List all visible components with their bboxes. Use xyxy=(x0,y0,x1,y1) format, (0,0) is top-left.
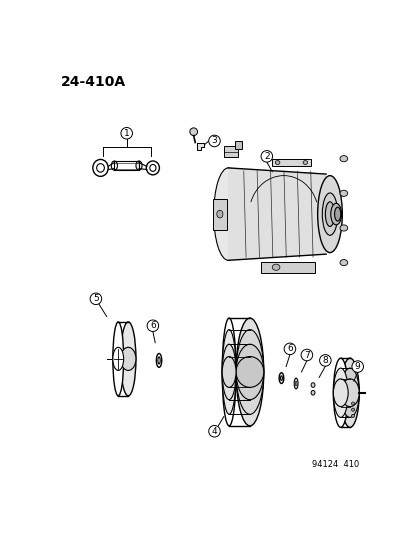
Ellipse shape xyxy=(120,348,135,370)
Ellipse shape xyxy=(339,156,347,161)
Circle shape xyxy=(90,293,102,304)
Ellipse shape xyxy=(310,391,314,395)
Ellipse shape xyxy=(332,379,347,407)
Ellipse shape xyxy=(222,357,235,387)
Ellipse shape xyxy=(317,175,342,253)
Ellipse shape xyxy=(339,225,347,231)
Bar xyxy=(272,159,310,166)
Text: 2: 2 xyxy=(263,152,269,161)
Ellipse shape xyxy=(213,168,242,260)
Ellipse shape xyxy=(310,383,314,387)
Ellipse shape xyxy=(334,207,340,221)
Ellipse shape xyxy=(222,329,235,414)
Ellipse shape xyxy=(216,210,223,218)
Bar xyxy=(224,147,238,157)
Ellipse shape xyxy=(339,190,347,196)
Circle shape xyxy=(208,135,220,147)
Circle shape xyxy=(190,128,197,135)
Ellipse shape xyxy=(235,318,263,426)
Text: 4: 4 xyxy=(211,427,217,436)
Text: 8: 8 xyxy=(322,356,328,365)
Ellipse shape xyxy=(120,322,135,396)
Text: 5: 5 xyxy=(93,294,99,303)
Ellipse shape xyxy=(351,414,354,417)
Ellipse shape xyxy=(340,368,358,417)
Ellipse shape xyxy=(111,161,117,170)
Ellipse shape xyxy=(340,379,358,407)
Text: 7: 7 xyxy=(303,351,309,360)
Bar xyxy=(212,199,226,230)
Ellipse shape xyxy=(302,160,307,165)
Ellipse shape xyxy=(222,318,235,426)
Text: 94124  410: 94124 410 xyxy=(311,460,358,469)
Ellipse shape xyxy=(294,381,296,386)
Ellipse shape xyxy=(340,358,358,427)
Text: 3: 3 xyxy=(211,136,217,146)
Text: 1: 1 xyxy=(123,129,129,138)
Ellipse shape xyxy=(235,344,263,400)
Ellipse shape xyxy=(294,378,297,389)
Ellipse shape xyxy=(222,344,235,400)
Ellipse shape xyxy=(135,161,142,170)
Ellipse shape xyxy=(235,329,263,414)
Ellipse shape xyxy=(275,160,279,165)
Text: 6: 6 xyxy=(150,321,155,330)
Ellipse shape xyxy=(321,193,337,235)
Circle shape xyxy=(300,349,312,361)
Circle shape xyxy=(121,127,132,139)
Ellipse shape xyxy=(113,322,123,396)
Ellipse shape xyxy=(325,202,334,227)
Ellipse shape xyxy=(332,368,347,417)
Ellipse shape xyxy=(235,357,263,387)
Ellipse shape xyxy=(113,348,123,370)
Ellipse shape xyxy=(272,264,279,270)
Bar xyxy=(234,141,242,149)
Ellipse shape xyxy=(351,408,354,411)
Bar xyxy=(260,262,314,273)
Ellipse shape xyxy=(330,203,341,225)
Circle shape xyxy=(283,343,295,354)
Circle shape xyxy=(351,361,363,373)
Circle shape xyxy=(147,320,158,332)
Polygon shape xyxy=(228,168,325,260)
Polygon shape xyxy=(196,143,203,150)
Text: 6: 6 xyxy=(286,344,292,353)
Text: 24-410A: 24-410A xyxy=(60,75,125,88)
Ellipse shape xyxy=(332,358,347,427)
Circle shape xyxy=(319,354,330,366)
Text: 9: 9 xyxy=(354,362,360,371)
Ellipse shape xyxy=(339,260,347,265)
Circle shape xyxy=(261,151,272,162)
Circle shape xyxy=(208,425,220,437)
Ellipse shape xyxy=(351,402,354,405)
